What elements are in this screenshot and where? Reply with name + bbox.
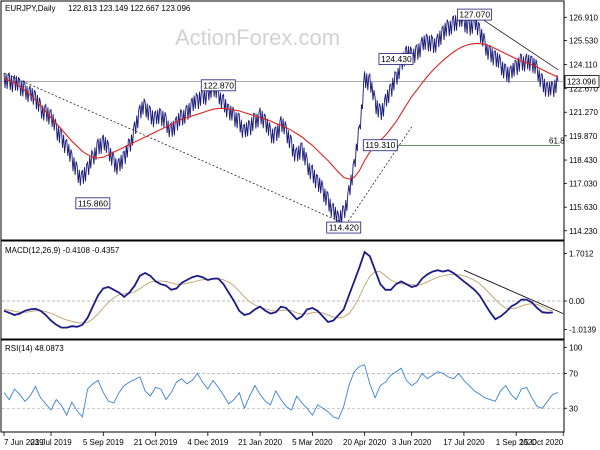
x-tick-label: 15 Oct 2020	[520, 438, 564, 447]
macd-panel-frame	[0, 240, 565, 340]
rsi-plot	[2, 364, 563, 420]
price-callout-box	[200, 79, 236, 92]
price-y-tick-label: 115.630	[569, 203, 598, 212]
price-trendline	[343, 126, 412, 229]
price-plot: 61.8 122.870 115.860 124.430 119.310 114.420 1…	[2, 8, 565, 234]
price-y-tick-label: 118.430	[569, 156, 598, 165]
macd-panel-title: MACD(12,26,9) -0.4108 -0.4357	[5, 246, 120, 255]
rsi-panel-frame	[0, 339, 565, 433]
macd-trendline	[463, 269, 564, 315]
price-y-tick-label: 125.530	[569, 37, 598, 46]
rsi-line	[3, 364, 559, 420]
price-trendline	[479, 17, 559, 70]
price-y-tick-label: 122.670	[569, 85, 598, 94]
rsi-y-tick-label: 30	[569, 404, 578, 413]
macd-signal-line	[3, 271, 553, 324]
rsi-panel-title: RSI(14) 48.0873	[5, 344, 64, 353]
x-tick-label: 20 Apr 2020	[343, 438, 387, 447]
rsi-y-tick-label: 70	[569, 369, 578, 378]
macd-plot	[2, 250, 564, 329]
x-tick-label: 17 Jul 2020	[443, 438, 485, 447]
price-callout-box	[326, 221, 362, 234]
price-panel-title: EURJPY,Daily	[5, 4, 56, 13]
fib-level-label: 61.8	[549, 136, 565, 145]
price-callout-label: 124.430	[381, 54, 412, 64]
x-tick-label: 5 Sep 2019	[83, 438, 124, 447]
price-callout-label: 127.070	[459, 10, 490, 20]
price-y-tick-label: 124.110	[569, 60, 598, 69]
x-tick-label: 21 Oct 2019	[134, 438, 178, 447]
axes: 126.910 125.530 124.110 122.670 121.270 119.8…	[3, 13, 600, 447]
macd-main-line	[3, 250, 553, 329]
price-callout-label: 122.870	[203, 80, 234, 90]
x-tick-label: 1 Sep 2020	[496, 438, 537, 447]
rsi-y-tick-label: 100	[569, 343, 583, 352]
moving-average-line	[3, 43, 559, 180]
price-callout-box	[378, 53, 414, 65]
price-callout-box	[456, 8, 492, 21]
x-tick-label: 23 Jul 2019	[30, 438, 72, 447]
price-y-tick-label: 119.870	[569, 132, 598, 141]
x-tick-label: 4 Dec 2019	[187, 438, 228, 447]
macd-y-tick-label: 1.7012	[569, 249, 594, 258]
x-tick-label: 7 Jun 2019	[4, 438, 44, 447]
macd-y-tick-label: -1.0139	[569, 325, 597, 334]
x-tick-label: 3 Jun 2020	[392, 438, 432, 447]
price-series-line	[3, 11, 559, 228]
watermark: ActionForex.com	[175, 25, 340, 50]
price-callout-label: 115.860	[78, 198, 108, 208]
current-price-label: 123.096	[567, 78, 596, 87]
price-callout-label: 114.420	[329, 223, 359, 233]
price-y-tick-label: 114.230	[569, 227, 598, 236]
price-callout-label: 119.310	[365, 140, 395, 150]
price-y-tick-label: 121.270	[569, 108, 598, 117]
macd-y-tick-label: 0.00	[569, 297, 585, 306]
x-tick-label: 5 Mar 2020	[292, 438, 333, 447]
current-price-badge	[564, 75, 600, 88]
price-callout-box	[362, 139, 398, 152]
price-y-tick-label: 126.910	[569, 13, 598, 22]
price-y-tick-label: 117.030	[569, 180, 598, 189]
x-tick-label: 21 Jan 2020	[238, 438, 283, 447]
price-callout-box	[75, 197, 111, 210]
price-ohlc-readout: 122.813 123.149 122.667 123.096	[68, 4, 191, 13]
